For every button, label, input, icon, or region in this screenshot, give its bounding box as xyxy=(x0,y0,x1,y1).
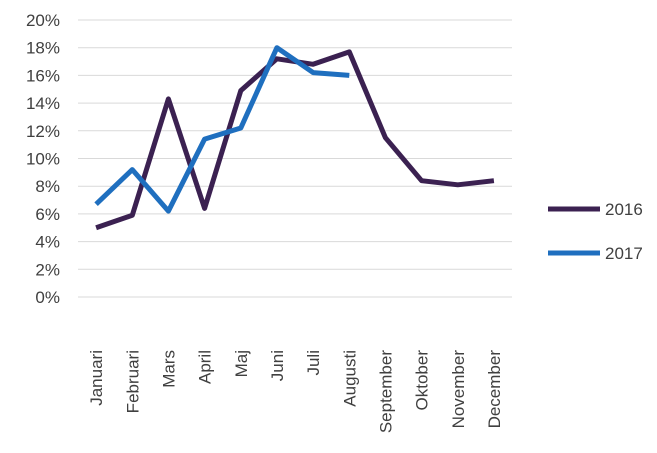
x-tick-label: September xyxy=(376,350,395,433)
y-tick-label: 0% xyxy=(35,288,60,307)
y-tick-label: 4% xyxy=(35,233,60,252)
x-tick-label: Juni xyxy=(268,350,287,381)
x-tick-label: Oktober xyxy=(413,350,432,411)
y-tick-label: 10% xyxy=(26,150,60,169)
legend: 2016 2017 xyxy=(548,200,643,263)
y-tick-label: 16% xyxy=(26,66,60,85)
y-tick-label: 14% xyxy=(26,94,60,113)
series-line-2017 xyxy=(94,45,350,214)
x-tick-label: Maj xyxy=(232,350,251,377)
series-line-2016 xyxy=(95,49,495,231)
y-tick-label: 2% xyxy=(35,260,60,279)
y-tick-label: 8% xyxy=(35,177,60,196)
y-tick-label: 20% xyxy=(26,11,60,30)
x-axis-ticks: Januari Februari Mars April Maj Juni Juli Augus… xyxy=(87,350,504,434)
x-tick-label: Augusti xyxy=(340,350,359,407)
x-tick-label: Juli xyxy=(304,350,323,376)
y-tick-label: 6% xyxy=(35,205,60,224)
legend-label: 2016 xyxy=(605,200,643,219)
x-tick-label: December xyxy=(485,350,504,429)
y-tick-label: 18% xyxy=(26,39,60,58)
series-lines xyxy=(94,45,495,231)
legend-label: 2017 xyxy=(605,244,643,263)
x-tick-label: Februari xyxy=(123,350,142,413)
x-tick-label: April xyxy=(196,350,215,384)
x-tick-label: November xyxy=(449,350,468,429)
x-tick-label: Januari xyxy=(87,350,106,406)
y-tick-label: 12% xyxy=(26,122,60,141)
x-tick-label: Mars xyxy=(159,350,178,388)
y-axis-ticks: 0% 2% 4% 6% 8% 10% 12% 14% 16% 18% 20% xyxy=(26,11,60,307)
